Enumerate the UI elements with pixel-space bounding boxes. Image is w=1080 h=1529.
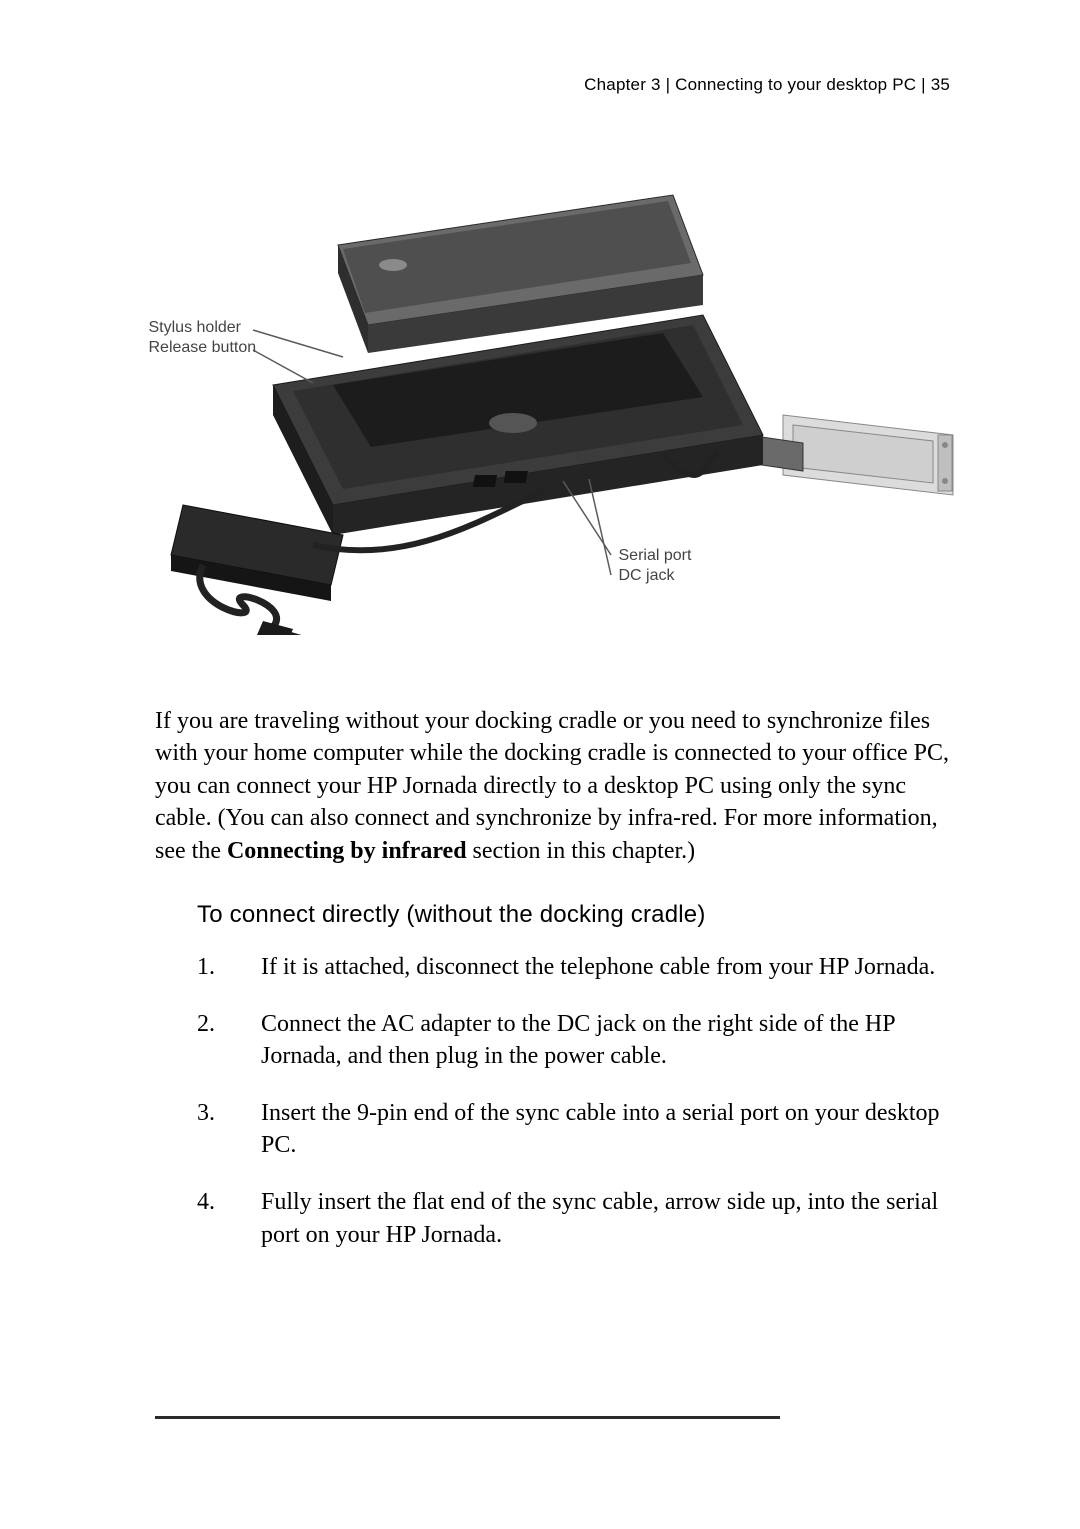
step-item: Insert the 9-pin end of the sync cable i… (197, 1097, 950, 1162)
footer-rule (155, 1416, 780, 1419)
steps-list: If it is attached, disconnect the teleph… (197, 951, 950, 1251)
step-item: If it is attached, disconnect the teleph… (197, 951, 950, 984)
label-leaders-left (253, 330, 343, 383)
figure-label-serial-port: Serial port (619, 547, 692, 565)
docking-cradle-figure: Stylus holder Release button Serial port… (143, 135, 963, 635)
body-paragraph-post: section in this chapter.) (467, 838, 696, 864)
page: Chapter 3 | Connecting to your desktop P… (0, 0, 1080, 1529)
figure-label-dc-jack: DC jack (619, 567, 675, 585)
figure-container: Stylus holder Release button Serial port… (155, 135, 950, 635)
header-page-number: 35 (931, 75, 950, 94)
step-item: Fully insert the flat end of the sync ca… (197, 1186, 950, 1251)
header-sep-2: | (916, 75, 930, 94)
body-paragraph-bold: Connecting by infrared (227, 838, 467, 864)
header-chapter: Chapter 3 (584, 75, 660, 94)
running-header: Chapter 3 | Connecting to your desktop P… (155, 75, 950, 95)
figure-label-release-button: Release button (149, 339, 257, 357)
figure-label-stylus-holder: Stylus holder (149, 319, 242, 337)
header-title: Connecting to your desktop PC (675, 75, 916, 94)
subheading: To connect directly (without the docking… (197, 901, 950, 929)
step-item: Connect the AC adapter to the DC jack on… (197, 1008, 950, 1073)
body-paragraph: If you are traveling without your dockin… (155, 705, 950, 867)
figure-svg (143, 135, 963, 635)
header-sep-1: | (661, 75, 675, 94)
